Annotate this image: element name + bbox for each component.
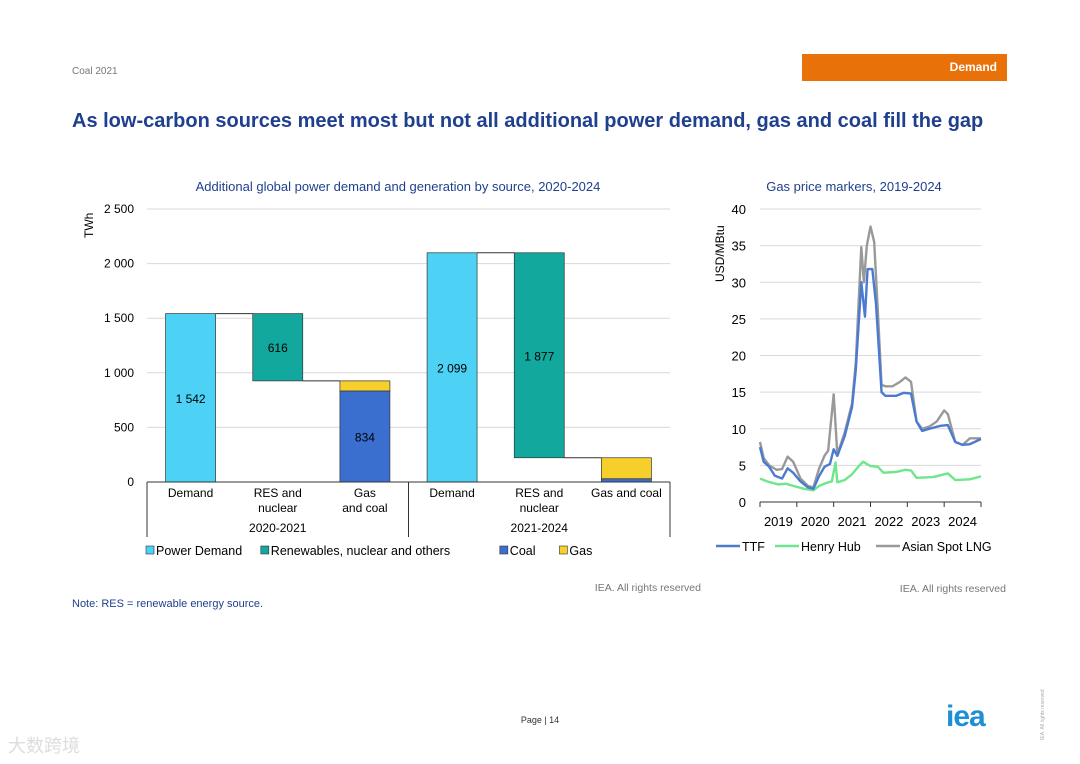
bar-gas (601, 457, 652, 480)
x-tick-label: 2024 (948, 514, 977, 529)
legend-swatch (260, 545, 270, 555)
report-name: Coal 2021 (72, 66, 118, 77)
category-label: Gas and coal (591, 486, 662, 500)
category-label: Gas (354, 486, 376, 500)
chart-title: Gas price markers, 2019-2024 (766, 179, 942, 194)
y-tick-label: 0 (127, 475, 134, 489)
bar-renewables-nuclear-and-others (513, 252, 565, 459)
bar-power-demand (165, 313, 216, 483)
y-tick-label: 25 (732, 312, 746, 327)
y-tick-label: 500 (114, 420, 134, 434)
y-tick-label: 10 (732, 422, 746, 437)
data-label: 1 542 (176, 392, 206, 406)
page-number: Page | 14 (520, 715, 560, 725)
data-label: 834 (355, 430, 375, 444)
y-tick-label: 35 (732, 239, 746, 254)
y-tick-label: 5 (739, 458, 746, 473)
y-tick-label: 0 (739, 495, 746, 510)
legend-label: Gas (569, 544, 592, 558)
y-tick-label: 20 (732, 349, 746, 364)
series-line-asian-spot-lng (758, 225, 981, 489)
legend-label: Renewables, nuclear and others (271, 544, 450, 558)
data-label: 1 877 (524, 349, 554, 363)
page-title: As low-carbon sources meet most but not … (72, 110, 984, 132)
source-note: IEA. All rights reserved (595, 582, 701, 594)
source-note: IEA. All rights reserved (900, 583, 1006, 595)
y-axis-label: TWh (82, 213, 96, 238)
legend-swatch (559, 545, 568, 555)
section-tag: Demand (802, 54, 1007, 81)
category-label: nuclear (520, 501, 559, 515)
data-label: 2 099 (437, 361, 467, 375)
watermark: 大数跨境 (8, 736, 80, 756)
category-label: RES and (254, 486, 302, 500)
legend-swatch (145, 545, 155, 555)
y-tick-label: 2 500 (104, 202, 134, 216)
legend-swatch (499, 545, 509, 555)
legend-label: Power Demand (156, 544, 242, 558)
x-tick-label: 2019 (764, 514, 793, 529)
group-label: 2021-2024 (511, 521, 569, 535)
y-tick-label: 2 000 (104, 257, 134, 271)
side-copyright: IEA. All rights reserved (1040, 689, 1046, 740)
x-tick-label: 2022 (874, 514, 903, 529)
legend-label: Asian Spot LNG (902, 540, 992, 554)
legend-label: TTF (742, 540, 765, 554)
y-tick-label: 1 500 (104, 311, 134, 325)
data-label: 616 (268, 341, 288, 355)
series-line-henry-hub (759, 460, 982, 492)
iea-logo: iea (946, 700, 986, 733)
x-tick-label: 2023 (911, 514, 940, 529)
y-tick-label: 1 000 (104, 366, 134, 380)
category-label: Demand (168, 486, 213, 500)
legend-label: Henry Hub (801, 540, 861, 554)
series-line-ttf (758, 267, 982, 491)
x-tick-label: 2021 (838, 514, 867, 529)
x-tick-label: 2020 (801, 514, 830, 529)
y-tick-label: 15 (732, 385, 746, 400)
bar-power-demand (426, 252, 478, 483)
y-tick-label: 30 (732, 275, 746, 290)
y-axis-label: USD/MBtu (713, 225, 727, 282)
category-label: nuclear (258, 501, 297, 515)
bar-renewables-nuclear-and-others (252, 313, 304, 382)
note: Note: RES = renewable energy source. (72, 598, 264, 610)
category-label: Demand (429, 486, 474, 500)
legend-label: Coal (510, 544, 536, 558)
bar-gas (339, 380, 391, 392)
category-label: and coal (342, 501, 387, 515)
group-label: 2020-2021 (249, 521, 307, 535)
y-tick-label: 40 (732, 202, 746, 217)
chart-title: Additional global power demand and gener… (196, 179, 601, 194)
category-label: RES and (515, 486, 563, 500)
